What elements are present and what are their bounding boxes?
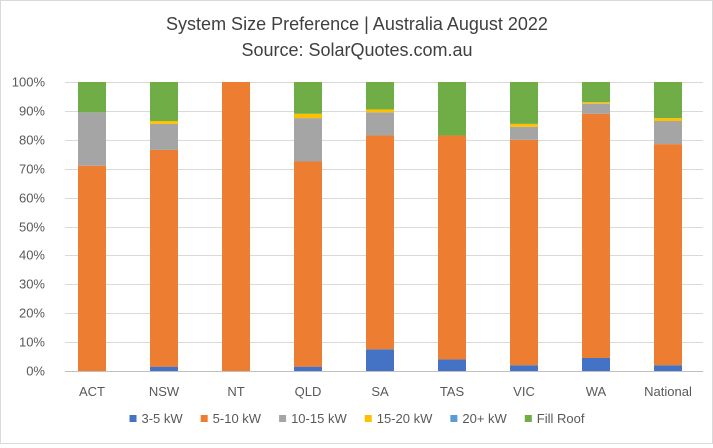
legend-swatch <box>524 415 532 422</box>
y-tick-label: 20% <box>19 306 45 321</box>
x-axis: ACT NSW NT QLD SA TAS VIC WA National <box>79 384 692 399</box>
legend-swatch <box>129 415 137 422</box>
x-tick-label: National <box>644 384 692 399</box>
chart-subtitle: Source: SolarQuotes.com.au <box>241 40 472 60</box>
bar-segment <box>510 365 538 371</box>
bar-segment <box>150 149 178 367</box>
legend-label: 10-15 kW <box>291 411 347 426</box>
x-tick-label: QLD <box>295 384 322 399</box>
y-tick-label: 0% <box>26 364 45 379</box>
bars <box>78 82 682 371</box>
bar-segment <box>366 109 394 113</box>
legend-swatch <box>450 415 458 422</box>
bar-segment <box>294 161 322 367</box>
legend-swatch <box>279 415 287 422</box>
bar-segment <box>150 82 178 122</box>
legend-label: 3-5 kW <box>142 411 184 426</box>
y-axis: 0% 10% 20% 30% 40% 50% 60% 70% 80% 90% 100% <box>12 75 46 379</box>
y-tick-label: 80% <box>19 133 45 148</box>
bar-segment <box>366 112 394 136</box>
legend: 3-5 kW 5-10 kW 10-15 kW 15-20 kW 20+ kW Fill … <box>129 411 585 426</box>
bar-segment <box>438 135 466 360</box>
y-tick-label: 100% <box>12 75 46 90</box>
x-tick-label: NSW <box>149 384 180 399</box>
x-tick-label: VIC <box>513 384 535 399</box>
y-tick-label: 60% <box>19 191 45 206</box>
bar-segment <box>150 123 178 150</box>
y-tick-label: 30% <box>19 277 45 292</box>
y-tick-label: 40% <box>19 248 45 263</box>
bar-segment <box>654 82 682 119</box>
bar-segment <box>510 123 538 127</box>
x-tick-label: ACT <box>79 384 105 399</box>
y-tick-label: 10% <box>19 335 45 350</box>
legend-swatch <box>364 415 372 422</box>
x-tick-label: TAS <box>440 384 465 399</box>
legend-label: 15-20 kW <box>377 411 433 426</box>
bar-segment <box>294 113 322 119</box>
bar-segment <box>510 139 538 366</box>
bar-segment <box>438 82 466 136</box>
bar-segment <box>582 103 610 114</box>
bar-segment <box>78 82 106 113</box>
bar-segment <box>78 112 106 166</box>
bar-segment <box>582 113 610 358</box>
bar-segment <box>366 135 394 350</box>
bar-segment <box>510 82 538 124</box>
x-tick-label: NT <box>227 384 244 399</box>
legend-label: 20+ kW <box>462 411 507 426</box>
y-tick-label: 70% <box>19 162 45 177</box>
y-tick-label: 50% <box>19 220 45 235</box>
bar-segment <box>366 349 394 371</box>
y-tick-label: 90% <box>19 104 45 119</box>
legend-swatch <box>200 415 208 422</box>
bar-segment <box>654 365 682 371</box>
bar-segment <box>294 118 322 162</box>
bar-segment <box>294 366 322 371</box>
legend-label: 5-10 kW <box>213 411 262 426</box>
bar-segment <box>78 165 106 371</box>
bar-segment <box>366 82 394 110</box>
bar-segment <box>222 82 250 371</box>
bar-segment <box>582 102 610 104</box>
x-tick-label: SA <box>371 384 389 399</box>
bar-segment <box>294 82 322 114</box>
bar-segment <box>510 126 538 140</box>
bar-segment <box>438 359 466 371</box>
bar-segment <box>582 357 610 371</box>
x-tick-label: WA <box>586 384 607 399</box>
legend-label: Fill Roof <box>537 411 585 426</box>
chart-title: System Size Preference | Australia Augus… <box>166 14 548 34</box>
bar-segment <box>582 82 610 103</box>
bar-segment <box>654 121 682 145</box>
bar-segment <box>150 366 178 371</box>
bar-segment <box>654 118 682 122</box>
bar-segment <box>654 144 682 366</box>
bar-segment <box>150 121 178 124</box>
